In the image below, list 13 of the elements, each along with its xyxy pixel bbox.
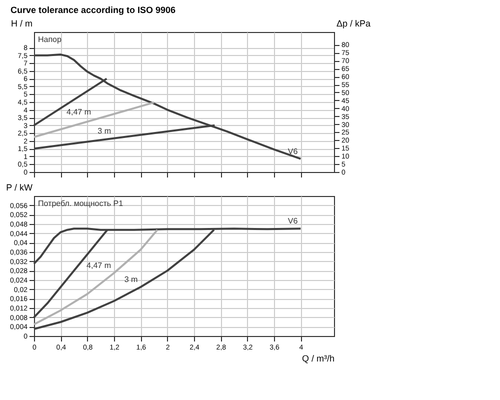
annotation: 3 m (98, 126, 112, 136)
chart-title: Curve tolerance according to ISO 9906 (10, 5, 176, 15)
annotation: V6 (288, 216, 298, 226)
annotation: V6 (288, 146, 298, 156)
y2-axis-title: Δp / kPa (336, 18, 371, 28)
annotation: 4,47 m (86, 261, 112, 270)
annotation: Напор (38, 35, 62, 44)
y-axis-title: H / m (11, 18, 32, 28)
annotation: 4,47 m (66, 108, 92, 117)
x-axis-title: Q / m³/h (302, 354, 334, 364)
y-axis-title: P / kW (6, 182, 33, 192)
annotation: Потребл. мощность P1 (38, 199, 124, 208)
annotation: 3 m (124, 275, 138, 284)
